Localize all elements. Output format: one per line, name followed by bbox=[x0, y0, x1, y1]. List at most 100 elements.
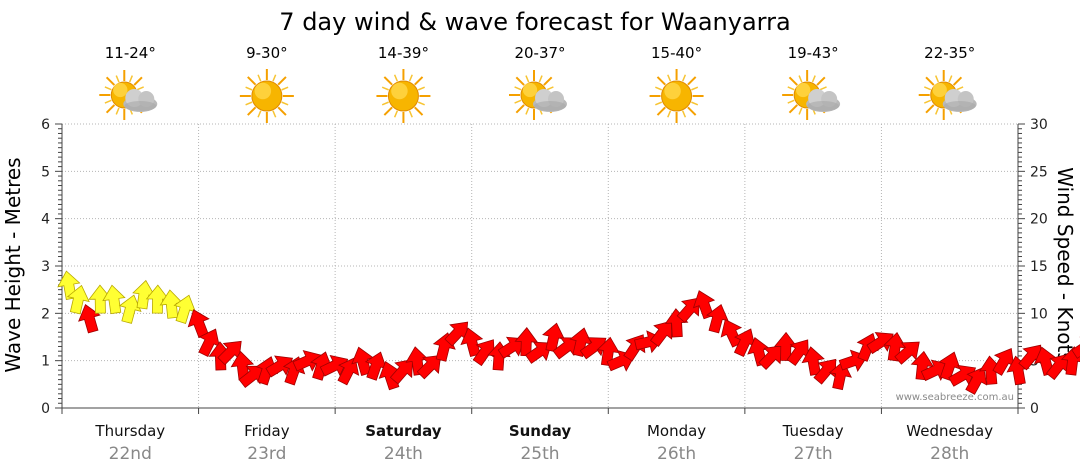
right-tick-label: 10 bbox=[1030, 306, 1048, 322]
sun-ray bbox=[788, 104, 798, 114]
sun-ray bbox=[787, 99, 795, 104]
sun-ray bbox=[525, 107, 530, 115]
wind-arrow bbox=[579, 337, 607, 360]
sun-ray bbox=[272, 74, 277, 82]
sun-ray bbox=[408, 110, 413, 118]
sun-ray bbox=[787, 86, 795, 91]
wind-arrow bbox=[1018, 344, 1042, 371]
sun-ray bbox=[128, 75, 134, 83]
right-axis-title: Wind Speed - Knots bbox=[1053, 167, 1077, 363]
wind-arrow bbox=[187, 309, 210, 339]
sun-ray bbox=[515, 104, 525, 114]
wind-arrow bbox=[460, 327, 484, 358]
left-axis-ticks: 0 1 2 3 4 5 6 bbox=[41, 117, 50, 417]
day-labels: Thursday 22nd Friday 23rd Saturday 24th Sunday… bbox=[94, 422, 993, 464]
wind-arrow bbox=[948, 364, 977, 387]
day-date: 25th bbox=[520, 444, 559, 464]
sun-ray bbox=[408, 74, 413, 82]
day-date: 26th bbox=[657, 444, 696, 464]
temp-range: 22-35° bbox=[924, 44, 975, 62]
temp-range: 11-24° bbox=[105, 44, 156, 62]
wind-arrow bbox=[938, 351, 961, 381]
sun-ray bbox=[104, 86, 112, 91]
sun-ray bbox=[115, 107, 120, 115]
sun-ray bbox=[414, 106, 424, 116]
left-tick-label: 4 bbox=[41, 212, 50, 228]
day-name: Friday bbox=[244, 422, 290, 440]
temp-range: 15-40° bbox=[651, 44, 702, 62]
sun-ray bbox=[277, 76, 287, 86]
sun-ray bbox=[798, 75, 803, 83]
sun-ray bbox=[687, 76, 697, 86]
sun-ray bbox=[136, 86, 144, 91]
wind-arrow bbox=[786, 339, 809, 367]
right-tick-label: 30 bbox=[1030, 117, 1048, 133]
sun-ray bbox=[417, 101, 425, 106]
wind-arrow bbox=[705, 303, 729, 334]
cloud-part bbox=[534, 101, 566, 111]
right-tick-label: 25 bbox=[1030, 164, 1048, 180]
wind-arrow bbox=[733, 328, 756, 358]
temp-range: 14-39° bbox=[378, 44, 429, 62]
left-tick-label: 0 bbox=[41, 401, 50, 417]
sun-ray bbox=[104, 99, 112, 104]
sun-highlight bbox=[391, 82, 408, 100]
sun-ray bbox=[538, 75, 543, 83]
wind-arrow bbox=[364, 351, 388, 381]
temp-range: 9-30° bbox=[246, 44, 288, 62]
right-tick-label: 15 bbox=[1030, 259, 1048, 275]
day-name: Saturday bbox=[365, 422, 442, 440]
cloud-part bbox=[943, 101, 976, 111]
wind-arrow bbox=[265, 355, 294, 378]
left-tick-label: 3 bbox=[41, 259, 50, 275]
wind-arrow bbox=[992, 348, 1015, 376]
sun-ray bbox=[414, 76, 424, 86]
day-name: Sunday bbox=[509, 422, 572, 440]
day-date: 28th bbox=[930, 444, 969, 464]
sun-ray bbox=[281, 101, 289, 106]
sun-ray bbox=[105, 104, 116, 114]
wind-arrow bbox=[664, 308, 689, 338]
sun-ray bbox=[245, 101, 253, 106]
cloud-shape bbox=[533, 89, 567, 112]
sun-ray bbox=[667, 110, 672, 118]
wind-arrow bbox=[856, 332, 879, 362]
wind-arrow bbox=[1071, 336, 1080, 359]
sun-highlight bbox=[254, 82, 272, 100]
sun-ray bbox=[656, 106, 666, 116]
sun-ray bbox=[546, 86, 554, 91]
sun-ray bbox=[247, 106, 257, 116]
sun-ray bbox=[417, 86, 425, 91]
sun-ray bbox=[682, 110, 687, 118]
wind-arrow bbox=[444, 321, 469, 347]
wind-arrow bbox=[596, 336, 620, 367]
sun-highlight bbox=[664, 82, 681, 100]
sun-highlight bbox=[113, 82, 128, 98]
cloud-shape bbox=[806, 89, 841, 112]
sun-ray bbox=[691, 101, 699, 106]
partly-cloudy-icon bbox=[509, 70, 567, 120]
sun-ray bbox=[383, 106, 393, 116]
wind-arrow bbox=[514, 327, 539, 357]
sun-ray bbox=[257, 110, 262, 118]
sun-highlight bbox=[795, 82, 811, 98]
left-tick-label: 6 bbox=[41, 117, 50, 133]
grid bbox=[62, 123, 1018, 408]
sun-ray bbox=[272, 110, 277, 118]
sun-ray bbox=[245, 86, 253, 91]
sun-ray bbox=[381, 86, 389, 91]
day-name: Thursday bbox=[94, 422, 165, 440]
left-tick-label: 2 bbox=[41, 306, 50, 322]
wind-arrow bbox=[542, 322, 566, 353]
sun-ray bbox=[656, 76, 666, 86]
sun-ray bbox=[257, 74, 262, 82]
sun-ray bbox=[788, 76, 798, 86]
credit-watermark: www.seabreeze.com.au bbox=[896, 392, 1014, 403]
sun-ray bbox=[383, 76, 393, 86]
cloud-part bbox=[807, 101, 840, 111]
partly-cloudy-icon bbox=[918, 70, 977, 120]
wind-arrow bbox=[78, 304, 101, 334]
wind-arrow bbox=[66, 284, 90, 315]
wind-arrow bbox=[217, 340, 242, 366]
sun-ray bbox=[934, 75, 940, 83]
